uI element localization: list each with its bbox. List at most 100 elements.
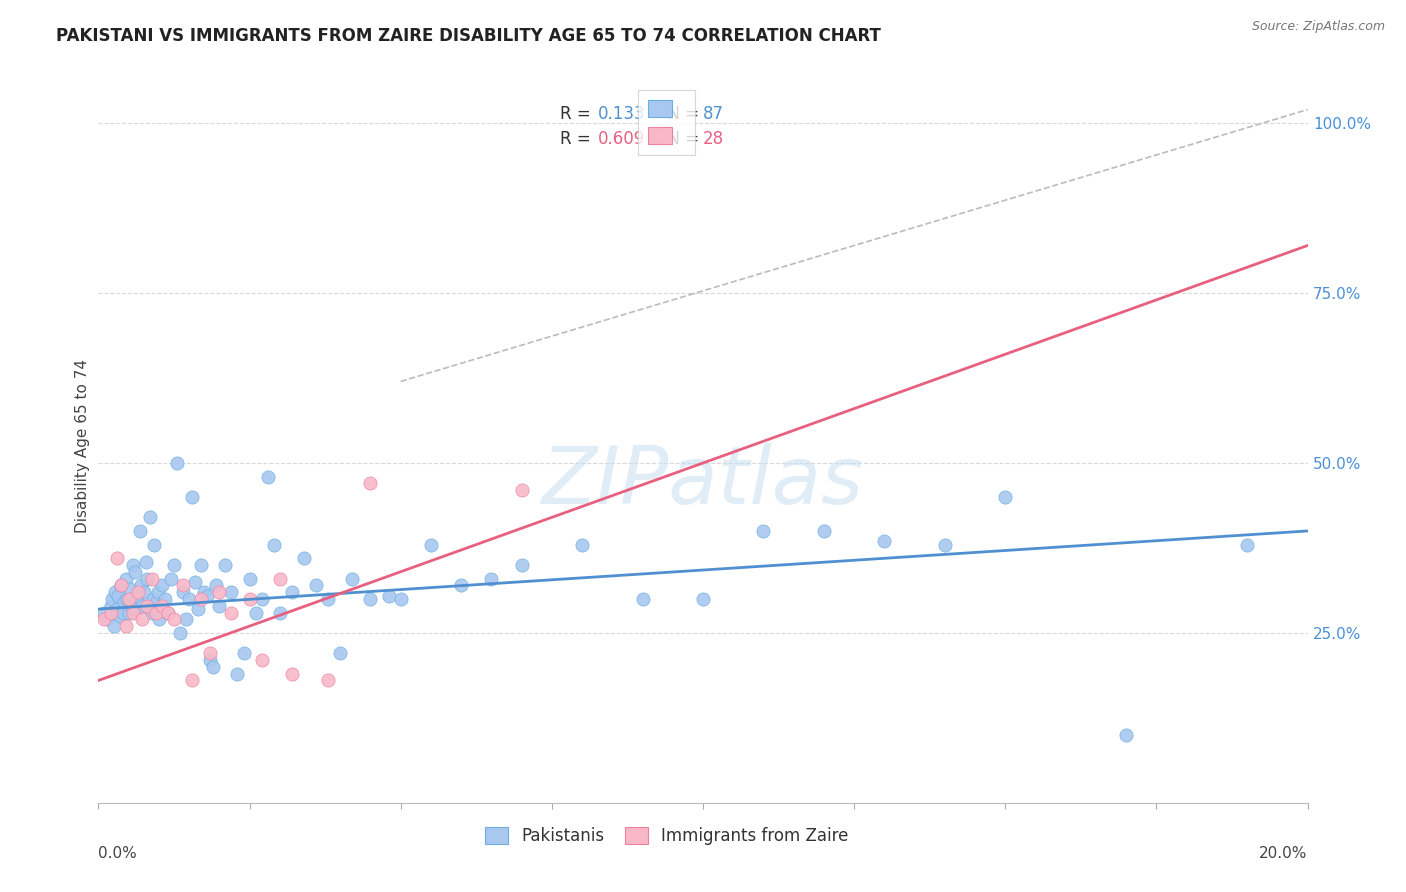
Point bbox=[263, 537, 285, 551]
Point bbox=[128, 524, 150, 538]
Point bbox=[135, 572, 157, 586]
Point bbox=[481, 572, 503, 586]
Point bbox=[813, 524, 835, 538]
Point bbox=[316, 591, 339, 606]
Text: N =: N = bbox=[657, 105, 704, 123]
Text: 20.0%: 20.0% bbox=[1260, 846, 1308, 861]
Point bbox=[122, 558, 145, 572]
Point bbox=[692, 591, 714, 606]
Point bbox=[179, 591, 201, 606]
Point bbox=[187, 602, 209, 616]
Point bbox=[571, 537, 593, 551]
Point bbox=[150, 578, 173, 592]
Point bbox=[239, 572, 262, 586]
Point bbox=[752, 524, 775, 538]
Point bbox=[112, 595, 135, 609]
Point bbox=[132, 585, 155, 599]
Point bbox=[221, 606, 243, 620]
Point bbox=[250, 653, 273, 667]
Point bbox=[121, 599, 143, 613]
Point bbox=[93, 606, 115, 620]
Point bbox=[281, 666, 304, 681]
Text: ZIPatlas: ZIPatlas bbox=[541, 442, 865, 521]
Point bbox=[118, 591, 141, 606]
Point bbox=[305, 578, 328, 592]
Point bbox=[166, 456, 188, 470]
Text: 0.609: 0.609 bbox=[598, 130, 645, 148]
Point bbox=[169, 626, 191, 640]
Point bbox=[420, 537, 443, 551]
Point bbox=[329, 646, 352, 660]
Point bbox=[105, 551, 128, 566]
Point bbox=[269, 572, 291, 586]
Point bbox=[160, 572, 183, 586]
Point bbox=[127, 589, 149, 603]
Text: R =: R = bbox=[561, 105, 596, 123]
Point bbox=[181, 673, 204, 688]
Point bbox=[141, 606, 163, 620]
Point bbox=[200, 653, 222, 667]
Text: 0.133: 0.133 bbox=[598, 105, 645, 123]
Point bbox=[145, 606, 167, 620]
Point bbox=[118, 606, 141, 620]
Point bbox=[172, 585, 194, 599]
Point bbox=[184, 574, 207, 589]
Point bbox=[100, 599, 122, 613]
Point bbox=[994, 490, 1017, 504]
Point bbox=[190, 591, 212, 606]
Point bbox=[510, 558, 533, 572]
Point bbox=[108, 608, 131, 623]
Point bbox=[205, 578, 228, 592]
Point bbox=[150, 599, 173, 613]
Point bbox=[110, 578, 132, 592]
Point bbox=[1115, 728, 1137, 742]
Point bbox=[200, 646, 222, 660]
Point bbox=[256, 469, 278, 483]
Point bbox=[146, 585, 169, 599]
Point bbox=[114, 619, 136, 633]
Text: 0.0%: 0.0% bbox=[98, 846, 138, 861]
Point bbox=[389, 591, 412, 606]
Point bbox=[195, 589, 218, 603]
Point bbox=[105, 602, 128, 616]
Y-axis label: Disability Age 65 to 74: Disability Age 65 to 74 bbox=[75, 359, 90, 533]
Point bbox=[153, 591, 176, 606]
Text: Source: ZipAtlas.com: Source: ZipAtlas.com bbox=[1251, 20, 1385, 33]
Point bbox=[181, 490, 204, 504]
Text: 28: 28 bbox=[703, 130, 724, 148]
Point bbox=[510, 483, 533, 498]
Point bbox=[190, 558, 212, 572]
Point bbox=[163, 558, 186, 572]
Point bbox=[124, 565, 146, 579]
Point bbox=[143, 537, 166, 551]
Point bbox=[934, 537, 956, 551]
Point bbox=[139, 510, 162, 524]
Point bbox=[208, 599, 231, 613]
Point bbox=[96, 612, 118, 626]
Point bbox=[245, 606, 267, 620]
Point bbox=[135, 599, 157, 613]
Point bbox=[281, 585, 304, 599]
Point bbox=[226, 666, 249, 681]
Point bbox=[292, 551, 315, 566]
Point bbox=[148, 612, 170, 626]
Point bbox=[142, 591, 165, 606]
Point bbox=[250, 591, 273, 606]
Point bbox=[122, 606, 145, 620]
Point bbox=[127, 585, 149, 599]
Point bbox=[93, 612, 115, 626]
Point bbox=[208, 585, 231, 599]
Point bbox=[111, 606, 134, 620]
Point bbox=[214, 558, 236, 572]
Point bbox=[125, 602, 148, 616]
Point bbox=[100, 591, 122, 606]
Point bbox=[114, 572, 136, 586]
Point bbox=[269, 606, 291, 620]
Point bbox=[193, 585, 215, 599]
Point bbox=[103, 619, 125, 633]
Point bbox=[174, 612, 197, 626]
Point bbox=[377, 589, 399, 603]
Point bbox=[104, 585, 127, 599]
Point bbox=[110, 578, 132, 592]
Legend: Pakistanis, Immigrants from Zaire: Pakistanis, Immigrants from Zaire bbox=[478, 820, 855, 852]
